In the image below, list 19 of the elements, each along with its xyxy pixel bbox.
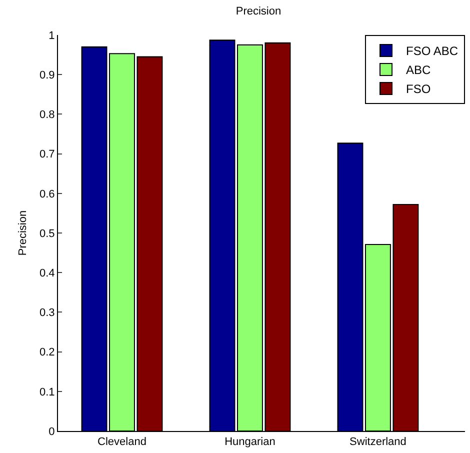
y-tick-label: 0 — [48, 426, 55, 438]
y-tick-label: 0.9 — [40, 69, 55, 82]
y-tick-label: 0.8 — [40, 109, 55, 122]
y-tick-label: 0.7 — [40, 148, 55, 161]
y-tick-label: 0.4 — [40, 267, 55, 280]
y-tick-label: 0.2 — [40, 346, 55, 359]
x-tick-label: Cleveland — [98, 436, 146, 448]
chart-title: Precision — [236, 5, 282, 18]
x-tick-label: Hungarian — [224, 436, 276, 448]
legend-label: FSO — [406, 82, 431, 96]
y-tick-label: 1 — [48, 30, 55, 42]
y-tick-label: 0.3 — [40, 307, 55, 320]
y-axis-title: Precision — [17, 210, 29, 256]
y-tick-label: 0.6 — [40, 188, 55, 200]
y-tick-label: 0.5 — [40, 228, 55, 240]
x-tick-label: Switzerland — [350, 436, 406, 448]
legend-label: ABC — [406, 63, 432, 78]
y-tick-label: 0.1 — [40, 386, 55, 398]
legend-label: FSO ABC — [406, 44, 458, 58]
